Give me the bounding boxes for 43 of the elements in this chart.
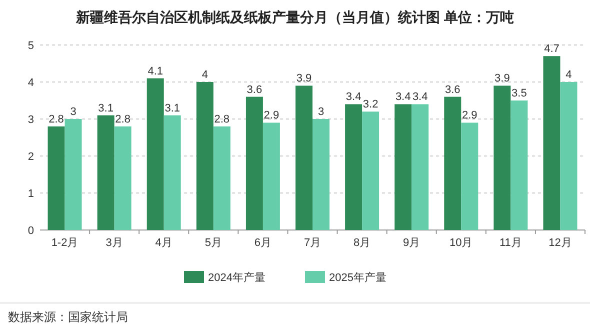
data-label: 3.4 bbox=[412, 91, 428, 104]
data-label: 3.4 bbox=[395, 91, 411, 104]
y-tick-label: 2 bbox=[28, 151, 34, 163]
y-tick-label: 1 bbox=[28, 188, 34, 200]
data-label: 4.1 bbox=[148, 65, 164, 78]
data-label: 3.9 bbox=[296, 72, 312, 85]
legend-label: 2024年产量 bbox=[208, 271, 266, 284]
data-label: 3.6 bbox=[444, 84, 460, 96]
data-label: 2.8 bbox=[214, 113, 230, 126]
x-tick-label: 7月 bbox=[304, 237, 322, 249]
x-tick-label: 10月 bbox=[450, 237, 473, 249]
data-label: 4 bbox=[202, 69, 208, 81]
y-tick-label: 3 bbox=[28, 114, 34, 126]
x-tick-label: 5月 bbox=[204, 237, 222, 249]
source-note: 数据来源：国家统计局 bbox=[8, 310, 128, 324]
y-tick-label: 0 bbox=[28, 225, 34, 237]
data-label: 3 bbox=[318, 106, 324, 118]
x-tick-label: 11月 bbox=[499, 237, 522, 249]
data-label: 4.7 bbox=[544, 43, 560, 56]
data-label: 3 bbox=[70, 106, 76, 118]
y-tick-label: 4 bbox=[28, 77, 34, 89]
data-label: 3.1 bbox=[164, 102, 180, 114]
data-label: 3.9 bbox=[494, 72, 510, 85]
x-tick-label: 6月 bbox=[254, 237, 272, 249]
title: 新疆维吾尔自治区机制纸及纸板产量分月（当月值）统计图 单位：万吨 bbox=[76, 9, 514, 25]
data-label: 3.5 bbox=[512, 88, 527, 100]
x-tick-label: 12月 bbox=[548, 237, 572, 249]
x-tick-label: 8月 bbox=[353, 237, 371, 249]
data-label: 3.1 bbox=[98, 102, 114, 114]
y-tick-label: 5 bbox=[28, 40, 34, 52]
data-label: 4 bbox=[566, 69, 572, 81]
data-label: 2.9 bbox=[462, 110, 478, 122]
x-tick-label: 3月 bbox=[106, 237, 123, 249]
data-label: 2.8 bbox=[115, 113, 130, 126]
data-label: 3.6 bbox=[246, 84, 262, 96]
data-label: 2.9 bbox=[264, 110, 280, 122]
x-tick-label: 1-2月 bbox=[51, 237, 78, 249]
x-tick-label: 4月 bbox=[155, 237, 172, 249]
data-label: 3.4 bbox=[346, 91, 362, 104]
data-label: 2.8 bbox=[48, 113, 64, 126]
x-tick-label: 9月 bbox=[403, 237, 420, 249]
legend-label: 2025年产量 bbox=[329, 271, 386, 284]
data-label: 3.2 bbox=[362, 98, 378, 111]
